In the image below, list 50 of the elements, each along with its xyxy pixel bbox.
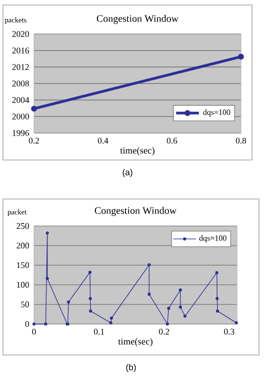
point	[178, 306, 182, 309]
point	[216, 296, 219, 300]
point	[88, 296, 92, 300]
x-axis-title: time(sec)	[120, 147, 154, 156]
y-tick-label: 2012	[12, 64, 29, 70]
y-tick-label: 150	[17, 262, 29, 268]
y-tick-label: 50	[21, 301, 29, 308]
point	[32, 322, 36, 326]
x-tick-label: 0.2	[28, 138, 39, 144]
y-tick-label: 200	[16, 242, 29, 249]
x-tick-label: 0.4	[98, 138, 108, 144]
point	[44, 322, 48, 326]
point	[46, 276, 49, 280]
x-tick-label: 0.6	[166, 138, 178, 144]
x-tick-label: 0.3	[224, 328, 234, 335]
y-tick-label: 250	[16, 223, 29, 229]
y-tick-label: 2008	[12, 80, 29, 86]
x-tick-label: 0.1	[94, 328, 104, 335]
y-tick-label: 1996	[12, 130, 30, 136]
y-tick-label: 2004	[12, 97, 30, 103]
legend-label: dqs=100	[203, 109, 230, 117]
point	[148, 263, 151, 266]
y-tick-label: 2016	[12, 48, 30, 54]
chart-title: Congestion Window	[96, 14, 178, 24]
chart-title: Congestion Window	[94, 206, 177, 216]
x-axis-title: time(sec)	[118, 338, 152, 347]
point	[166, 322, 169, 326]
y-tick-label: 2000	[12, 114, 29, 120]
x-tick-label: 0	[32, 328, 36, 335]
point	[66, 300, 70, 304]
point	[183, 314, 186, 318]
point	[178, 288, 182, 292]
y-tick-label: 0	[25, 321, 29, 327]
x-tick-label: 0.2	[159, 328, 170, 335]
y-tick-label: 100	[17, 282, 29, 288]
point	[148, 292, 151, 296]
point	[216, 310, 220, 313]
point	[167, 306, 170, 310]
point	[110, 316, 113, 320]
point	[215, 271, 218, 274]
legend-label: dqs=100	[199, 235, 226, 242]
y-tick-label: 2020	[12, 31, 29, 37]
point	[109, 321, 112, 324]
point	[89, 310, 92, 313]
point	[234, 321, 238, 324]
point	[88, 270, 92, 274]
x-tick-label: 0.8	[236, 138, 246, 144]
text: (b)	[126, 364, 136, 372]
text: (a)	[122, 168, 132, 178]
point	[46, 232, 49, 235]
